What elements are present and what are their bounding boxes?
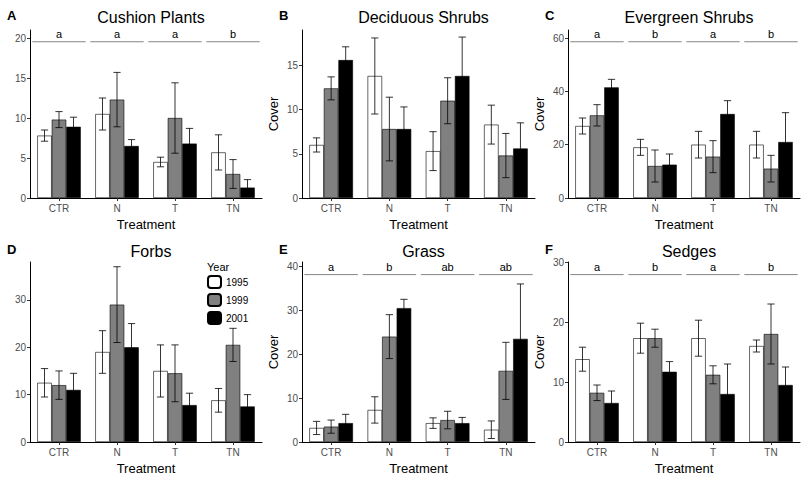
svg-text:TN: TN (226, 447, 239, 458)
svg-text:A: A (7, 8, 17, 23)
svg-text:a: a (710, 28, 717, 40)
svg-text:a: a (328, 261, 335, 273)
svg-text:T: T (445, 203, 451, 214)
svg-text:10: 10 (287, 104, 299, 115)
svg-text:TN: TN (764, 447, 777, 458)
svg-text:CTR: CTR (321, 203, 342, 214)
svg-text:10: 10 (553, 377, 565, 388)
svg-text:b: b (652, 261, 658, 273)
svg-text:CTR: CTR (321, 447, 342, 458)
svg-text:Treatment: Treatment (389, 217, 448, 232)
svg-text:a: a (114, 28, 121, 40)
svg-text:20: 20 (15, 342, 27, 353)
svg-text:T: T (445, 447, 451, 458)
svg-text:N: N (386, 203, 393, 214)
svg-text:ab: ab (442, 261, 454, 273)
svg-text:0: 0 (558, 437, 564, 448)
svg-text:b: b (230, 28, 236, 40)
svg-text:Sedges: Sedges (662, 243, 716, 260)
svg-text:Treatment: Treatment (655, 217, 714, 232)
svg-text:T: T (172, 203, 178, 214)
svg-text:N: N (113, 203, 120, 214)
svg-text:0: 0 (20, 437, 26, 448)
svg-text:N: N (651, 447, 658, 458)
svg-text:Treatment: Treatment (655, 461, 714, 476)
svg-text:20: 20 (553, 317, 565, 328)
svg-text:Deciduous Shrubs: Deciduous Shrubs (358, 9, 489, 26)
svg-text:b: b (652, 28, 658, 40)
svg-text:5: 5 (20, 153, 26, 164)
svg-text:B: B (279, 8, 288, 23)
svg-text:5: 5 (292, 148, 298, 159)
svg-text:15: 15 (15, 73, 27, 84)
svg-text:Cushion Plants: Cushion Plants (97, 9, 205, 26)
svg-text:0: 0 (20, 193, 26, 204)
svg-text:T: T (710, 447, 716, 458)
svg-text:CTR: CTR (49, 447, 70, 458)
svg-text:N: N (651, 203, 658, 214)
svg-text:Treatment: Treatment (117, 461, 176, 476)
svg-text:b: b (768, 261, 774, 273)
svg-text:T: T (172, 447, 178, 458)
svg-text:Treatment: Treatment (389, 461, 448, 476)
svg-text:60: 60 (553, 33, 565, 44)
svg-text:15: 15 (287, 60, 299, 71)
svg-text:30: 30 (553, 257, 565, 268)
svg-text:T: T (710, 203, 716, 214)
svg-text:TN: TN (499, 447, 512, 458)
svg-text:40: 40 (287, 261, 299, 272)
svg-text:CTR: CTR (587, 447, 608, 458)
svg-text:10: 10 (15, 389, 27, 400)
svg-text:N: N (386, 447, 393, 458)
svg-text:Cover: Cover (266, 334, 281, 369)
svg-text:TN: TN (226, 203, 239, 214)
svg-text:Forbs: Forbs (131, 243, 172, 260)
svg-text:E: E (279, 242, 288, 257)
svg-text:a: a (172, 28, 179, 40)
svg-text:Evergreen Shrubs: Evergreen Shrubs (625, 9, 754, 26)
svg-text:F: F (545, 242, 553, 257)
svg-text:TN: TN (764, 203, 777, 214)
svg-text:a: a (594, 261, 601, 273)
svg-text:1995: 1995 (226, 277, 249, 288)
svg-text:20: 20 (553, 139, 565, 150)
svg-text:a: a (56, 28, 63, 40)
svg-text:20: 20 (287, 349, 299, 360)
svg-text:a: a (710, 261, 717, 273)
svg-text:D: D (7, 242, 16, 257)
svg-text:30: 30 (287, 305, 299, 316)
svg-text:Grass: Grass (402, 243, 445, 260)
svg-text:Cover: Cover (532, 334, 547, 369)
svg-text:Cover: Cover (532, 96, 547, 131)
svg-text:CTR: CTR (49, 203, 70, 214)
svg-text:40: 40 (553, 86, 565, 97)
svg-text:0: 0 (292, 437, 298, 448)
svg-text:20: 20 (15, 33, 27, 44)
svg-text:10: 10 (287, 393, 299, 404)
svg-text:a: a (594, 28, 601, 40)
svg-text:N: N (113, 447, 120, 458)
svg-text:CTR: CTR (587, 203, 608, 214)
svg-text:b: b (386, 261, 392, 273)
svg-text:ab: ab (500, 261, 512, 273)
svg-text:b: b (768, 28, 774, 40)
svg-text:10: 10 (15, 113, 27, 124)
svg-text:30: 30 (15, 294, 27, 305)
svg-text:0: 0 (558, 193, 564, 204)
svg-text:1999: 1999 (226, 295, 249, 306)
svg-text:Cover: Cover (266, 96, 281, 131)
svg-text:2001: 2001 (226, 313, 249, 324)
svg-text:C: C (545, 8, 555, 23)
svg-text:TN: TN (499, 203, 512, 214)
svg-text:0: 0 (292, 193, 298, 204)
svg-text:Treatment: Treatment (117, 217, 176, 232)
svg-text:Year: Year (207, 261, 230, 273)
